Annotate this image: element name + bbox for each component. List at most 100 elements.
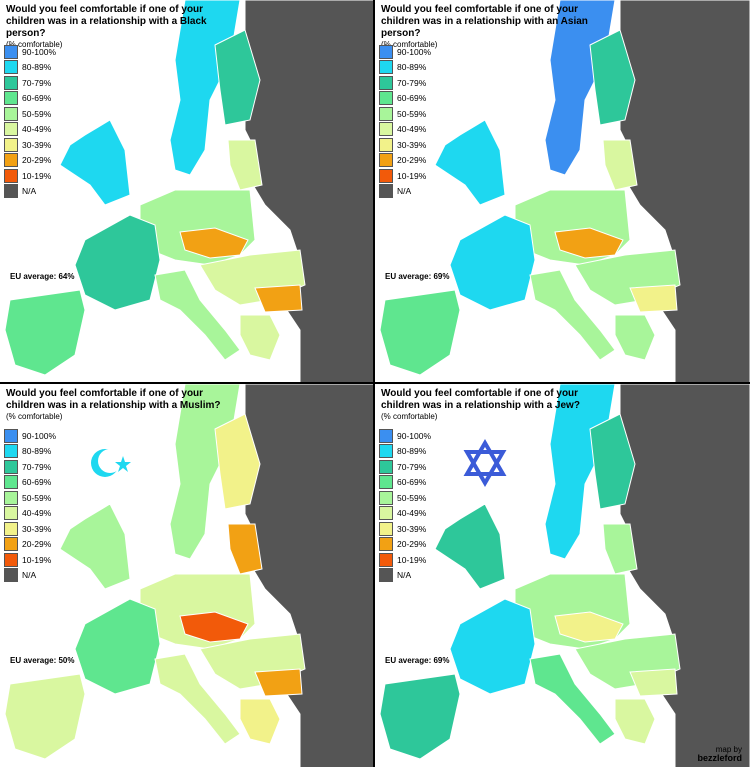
legend-swatch (379, 506, 393, 521)
region-greece (614, 314, 656, 361)
crescent-star-icon (85, 438, 135, 493)
legend-label: 10-19% (397, 554, 427, 565)
region-uk (434, 119, 506, 206)
region-uk (434, 503, 506, 590)
legend-label: 60-69% (397, 93, 427, 104)
legend-label: 70-79% (22, 77, 52, 88)
europe-map (4, 384, 373, 767)
legend-item: 70-79% (379, 75, 431, 91)
legend-swatch (4, 91, 18, 106)
legend-swatch (379, 568, 393, 583)
legend-label: 40-49% (22, 508, 52, 519)
legend-item: 50-59% (379, 106, 431, 122)
region-iberia (379, 289, 461, 376)
legend-item: 70-79% (4, 75, 56, 91)
legend-swatch (379, 75, 393, 90)
star-of-david-icon (460, 438, 510, 493)
legend-item: 10-19% (379, 552, 431, 568)
legend-swatch (379, 137, 393, 152)
legend-swatch (4, 428, 18, 443)
legend-swatch (379, 490, 393, 505)
legend-label: 60-69% (22, 477, 52, 488)
legend-item: 70-79% (4, 459, 56, 475)
legend-swatch (4, 444, 18, 459)
region-iberia (379, 673, 461, 760)
legend-swatch (379, 537, 393, 552)
legend-label: 20-29% (22, 155, 52, 166)
legend-item: 20-29% (379, 537, 431, 553)
eu-average: EU average: 69% (385, 656, 450, 665)
legend-swatch (379, 459, 393, 474)
legend-swatch (379, 168, 393, 183)
legend-label: 20-29% (22, 539, 52, 550)
region-iberia (4, 289, 86, 376)
region-france (449, 598, 536, 695)
legend: 90-100% 80-89% 70-79% 60-69% 50-59% 40-49% 30-… (4, 44, 56, 199)
region-iberia (4, 673, 86, 760)
region-bulgaria (629, 668, 678, 697)
legend-item: 80-89% (379, 60, 431, 76)
legend-swatch (379, 521, 393, 536)
legend-swatch (4, 168, 18, 183)
legend-label: 80-89% (397, 62, 427, 73)
legend-label: 40-49% (397, 124, 427, 135)
legend-swatch (4, 537, 18, 552)
legend-swatch (4, 153, 18, 168)
legend-swatch (379, 122, 393, 137)
region-greece (239, 314, 281, 361)
legend-label: 60-69% (22, 93, 52, 104)
legend-label: 20-29% (397, 539, 427, 550)
legend: 90-100% 80-89% 70-79% 60-69% 50-59% 40-49% 30-… (379, 44, 431, 199)
credit-author: bezzleford (697, 753, 742, 763)
panel-asian: Would you feel comfortable if one of you… (375, 0, 750, 384)
legend-item: 90-100% (4, 428, 56, 444)
legend-label: 80-89% (22, 446, 52, 457)
legend-item: 20-29% (379, 153, 431, 169)
legend-item: 10-19% (4, 168, 56, 184)
legend-label: 10-19% (22, 554, 52, 565)
legend-item: 80-89% (4, 60, 56, 76)
region-baltic (227, 139, 263, 191)
legend-swatch (379, 153, 393, 168)
region-czsk (179, 227, 249, 259)
region-france (449, 214, 536, 311)
panel-subtitle: (% comfortable) (6, 412, 63, 421)
region-nordic-e (214, 413, 261, 510)
europe-map (379, 0, 750, 382)
region-nordic-e (214, 29, 261, 126)
region-bulgaria (629, 284, 678, 313)
legend-item: 90-100% (379, 44, 431, 60)
legend-swatch (4, 122, 18, 137)
legend-label: 40-49% (397, 508, 427, 519)
legend-item: 30-39% (4, 521, 56, 537)
legend: 90-100% 80-89% 70-79% 60-69% 50-59% 40-49% 30-… (379, 428, 431, 583)
legend-label: 50-59% (397, 492, 427, 503)
legend-label: 10-19% (397, 170, 427, 181)
legend-swatch (379, 552, 393, 567)
legend-swatch (379, 44, 393, 59)
legend-item: 20-29% (4, 537, 56, 553)
legend-label: 30-39% (22, 523, 52, 534)
panel-title: Would you feel comfortable if one of you… (6, 388, 236, 422)
region-nordic-e (589, 29, 636, 126)
region-czsk (179, 611, 249, 643)
legend-swatch (379, 475, 393, 490)
legend-label: 30-39% (397, 523, 427, 534)
legend-swatch (4, 44, 18, 59)
legend-label: 70-79% (397, 461, 427, 472)
map-credit: map by bezzleford (697, 745, 742, 763)
region-baltic (227, 523, 263, 575)
region-uk (59, 503, 131, 590)
eu-average: EU average: 50% (10, 656, 75, 665)
region-greece (239, 698, 281, 745)
legend-swatch (379, 184, 393, 199)
legend-item: 50-59% (4, 490, 56, 506)
legend-swatch (4, 490, 18, 505)
region-czsk (554, 227, 624, 259)
legend-label: N/A (397, 570, 412, 581)
legend-label: 90-100% (397, 46, 432, 57)
legend-item: 50-59% (379, 490, 431, 506)
legend-label: 50-59% (397, 108, 427, 119)
legend-item: 40-49% (4, 122, 56, 138)
panel-muslim: Would you feel comfortable if one of you… (0, 384, 375, 767)
